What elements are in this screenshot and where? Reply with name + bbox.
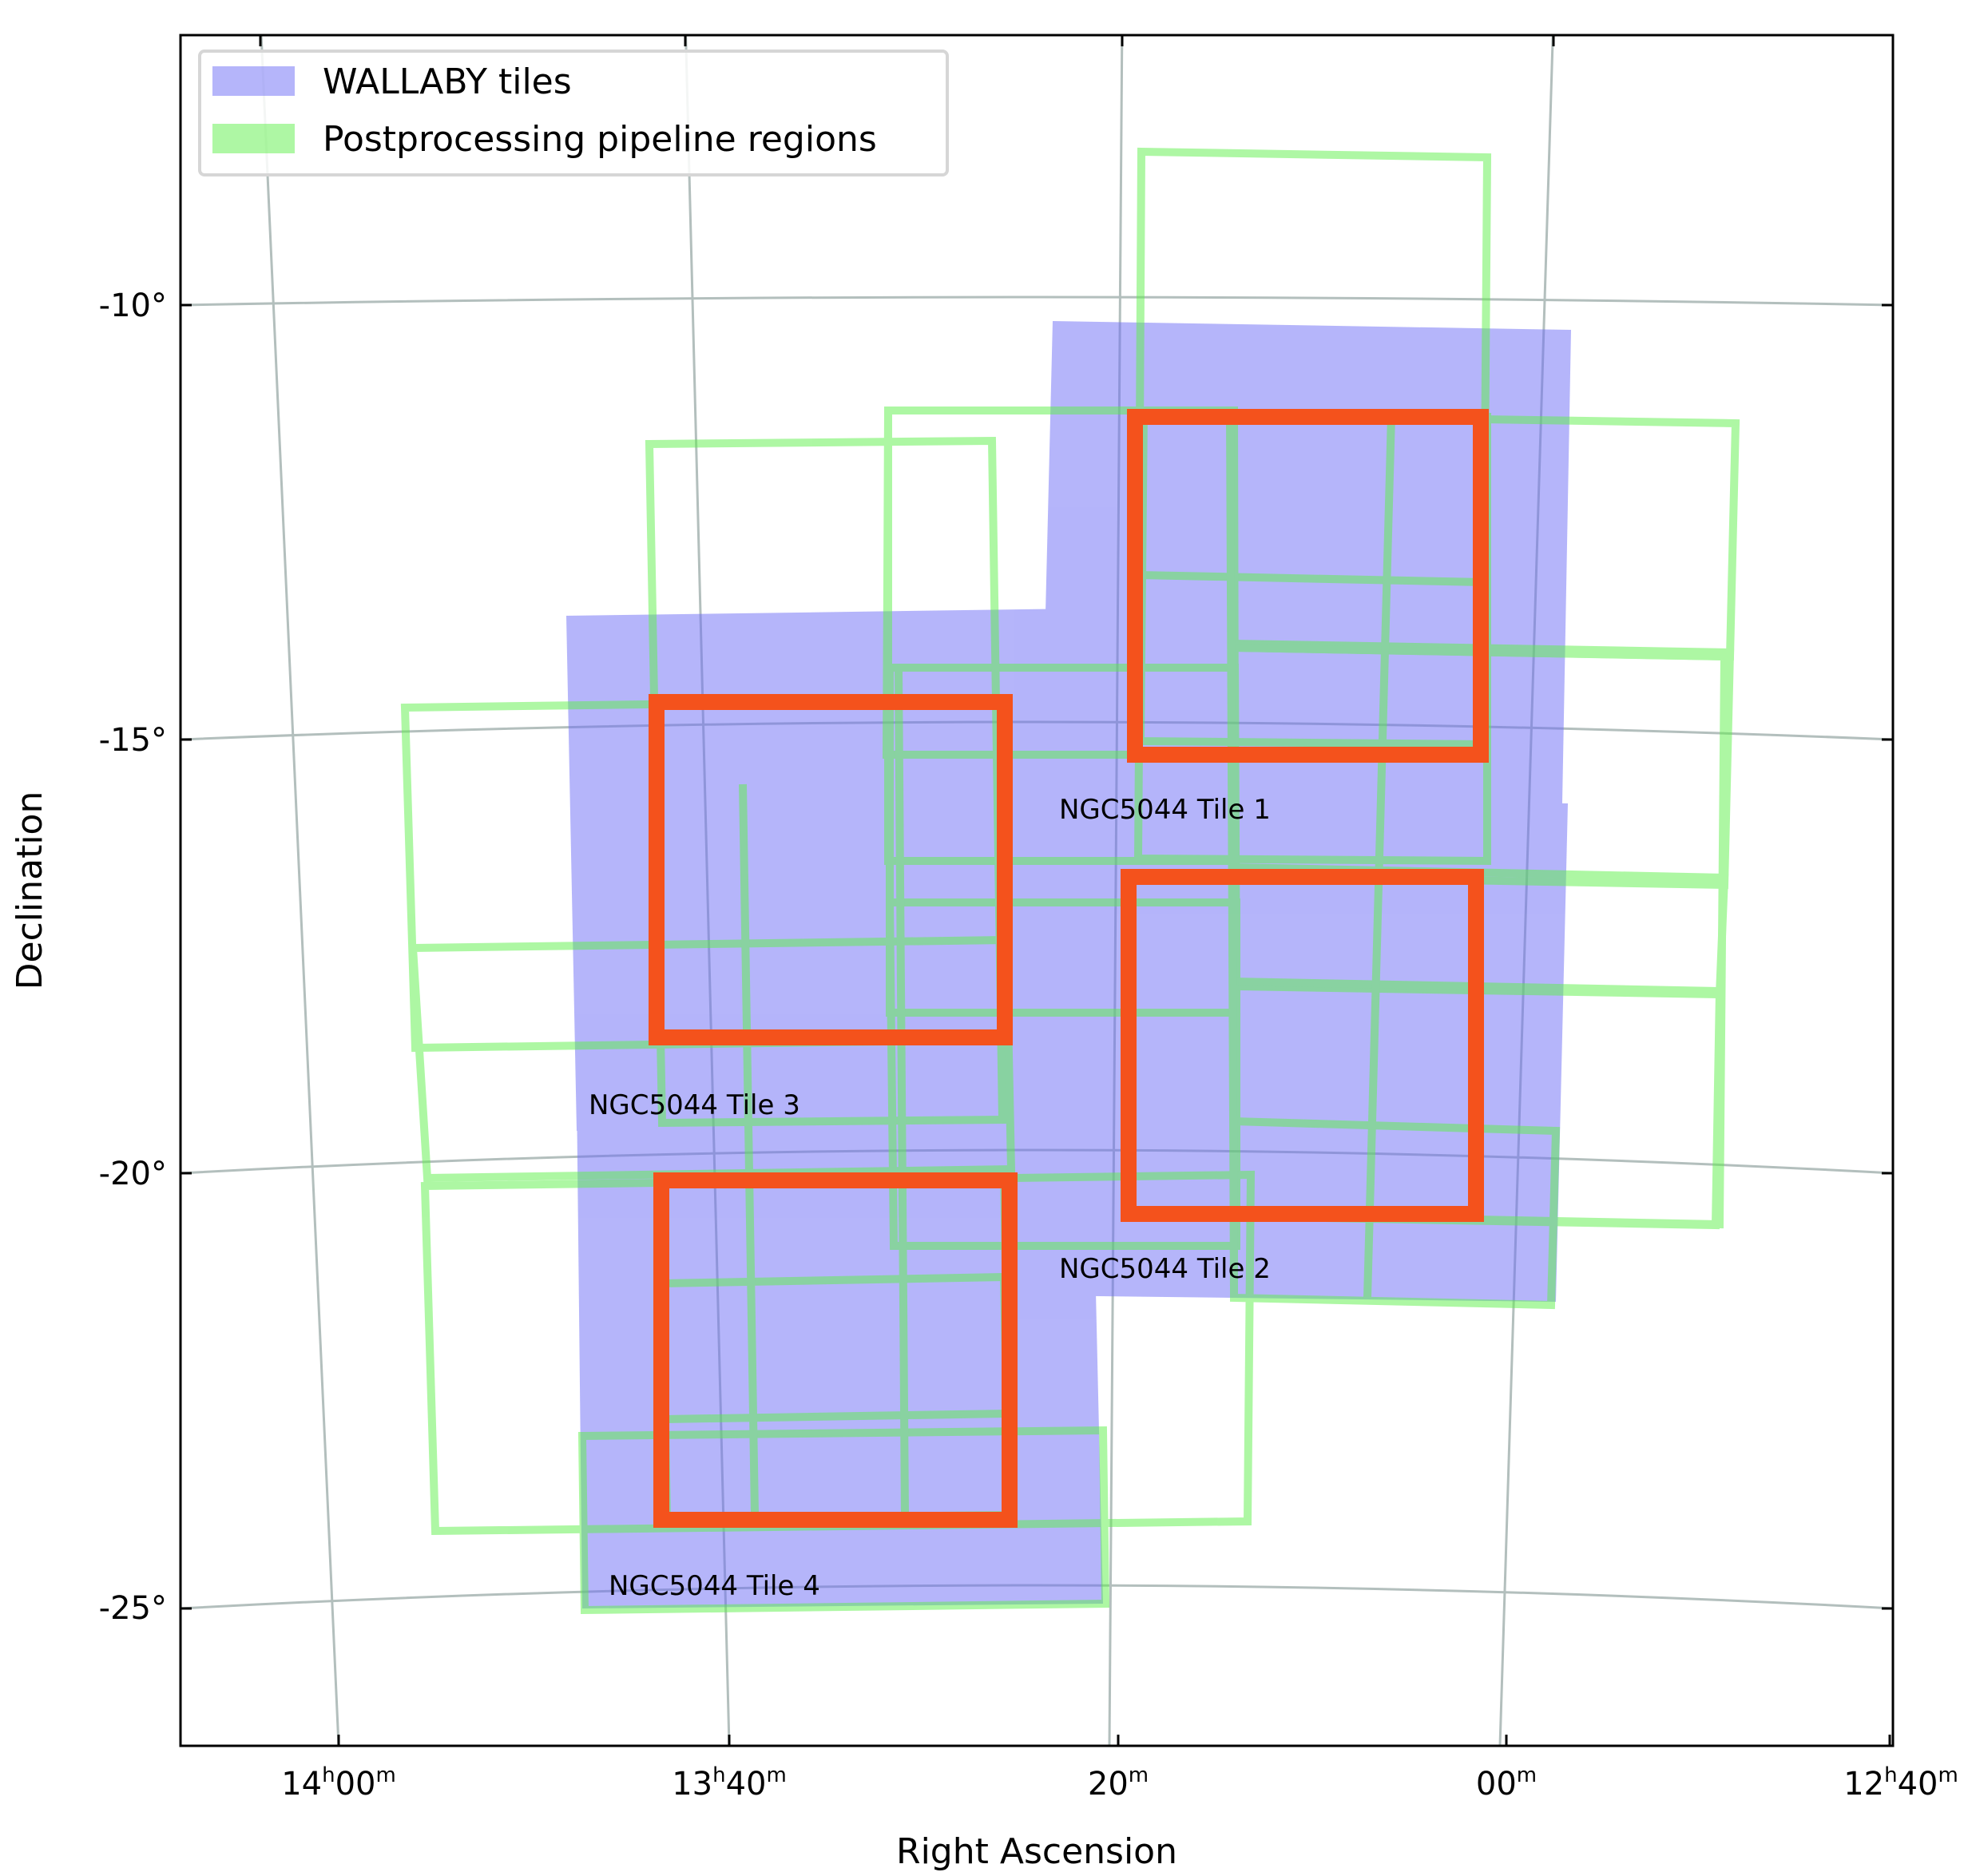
- wallaby-tile-1: [1040, 321, 1571, 846]
- x-tick-minute-unit: m: [1517, 1763, 1537, 1787]
- legend-label-regions: Postprocessing pipeline regions: [323, 119, 877, 160]
- tile-label-1: NGC5044 Tile 1: [1059, 794, 1271, 826]
- x-axis-label: Right Ascension: [896, 1831, 1177, 1872]
- x-tick-hour-unit: h: [712, 1763, 725, 1787]
- x-tick-minutes: 20: [1088, 1766, 1129, 1803]
- ra-grid-line: [260, 35, 340, 1746]
- pipeline-region: [1226, 414, 1238, 1295]
- wallaby-tile-3: [566, 609, 1089, 1131]
- x-tick-hours: 12: [1843, 1766, 1884, 1803]
- x-tick-label: 00m: [1476, 1763, 1537, 1803]
- y-tick-label: -25°: [99, 1590, 167, 1627]
- legend: WALLABY tiles Postprocessing pipeline re…: [198, 50, 949, 176]
- x-tick-label: 20m: [1088, 1763, 1149, 1803]
- x-tick-minute-unit: m: [766, 1763, 786, 1787]
- y-tick-label: -15°: [99, 722, 167, 759]
- legend-swatch-wallaby: [212, 66, 295, 96]
- tile-label-3: NGC5044 Tile 3: [589, 1089, 800, 1121]
- x-tick-minutes: 40: [726, 1766, 767, 1803]
- highlight-box-tile-4: [653, 1172, 1018, 1528]
- plot-area: NGC5044 Tile 1 NGC5044 Tile 2 NGC5044 Ti…: [181, 35, 1893, 1746]
- highlight-box-tile-1: [1127, 409, 1489, 763]
- x-tick-label: 12h40m: [1843, 1763, 1958, 1803]
- x-tick-hours: 13: [672, 1766, 712, 1803]
- x-tick-label: 14h00m: [281, 1763, 396, 1803]
- x-tick-hour-unit: h: [322, 1763, 335, 1787]
- highlight-box-tile-3: [649, 694, 1013, 1045]
- x-tick-minutes: 40: [1898, 1766, 1938, 1803]
- y-axis-label: Declination: [10, 791, 50, 990]
- wallaby-tile-4: [577, 1084, 1103, 1608]
- pipeline-region: [577, 1426, 1110, 1615]
- x-tick-hours: 14: [281, 1766, 322, 1803]
- pipeline-region: [895, 670, 909, 1514]
- highlight-box-tile-2: [1121, 869, 1484, 1222]
- x-tick-minute-unit: m: [375, 1763, 395, 1787]
- axis-ticks: [181, 35, 1893, 1746]
- x-tick-minute-unit: m: [1129, 1763, 1149, 1787]
- x-tick-label: 13h40m: [672, 1763, 787, 1803]
- legend-swatch-regions: [212, 124, 295, 153]
- tile-label-2: NGC5044 Tile 2: [1059, 1253, 1271, 1285]
- pipeline-region: [1363, 414, 1395, 1299]
- x-tick-minutes: 00: [1476, 1766, 1517, 1803]
- x-tick-minute-unit: m: [1938, 1763, 1958, 1787]
- highlighted-regions: [649, 409, 1489, 1528]
- dec-grid-line: [181, 295, 1893, 307]
- y-tick-label: -20°: [99, 1156, 167, 1192]
- x-tick-minutes: 00: [335, 1766, 376, 1803]
- legend-box: [198, 50, 949, 176]
- pipeline-region: [408, 935, 1016, 1183]
- tile-label-4: NGC5044 Tile 4: [609, 1570, 820, 1602]
- legend-label-wallaby: WALLABY tiles: [323, 61, 572, 102]
- axes-frame: [179, 34, 1895, 1747]
- pipeline-region: [739, 783, 759, 1514]
- y-tick-label: -10°: [99, 288, 167, 324]
- x-tick-hour-unit: h: [1884, 1763, 1897, 1787]
